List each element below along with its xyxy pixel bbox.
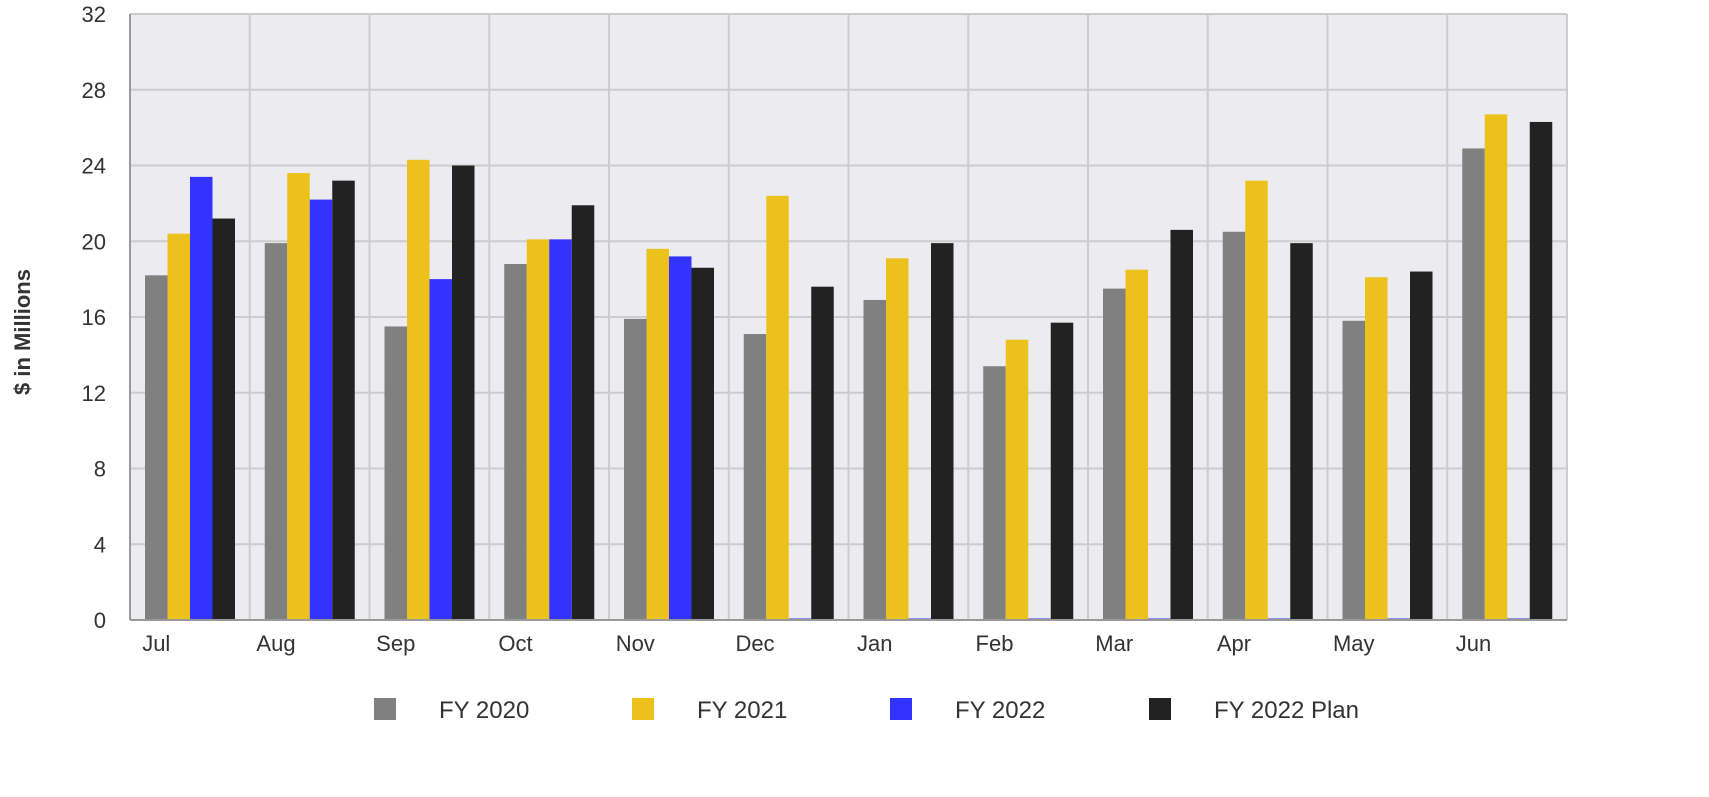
bar <box>1462 148 1485 621</box>
legend-label: FY 2020 <box>439 697 529 724</box>
y-tick-label: 4 <box>94 532 106 557</box>
x-tick-label: Apr <box>1217 631 1251 656</box>
bar <box>429 279 452 620</box>
legend: FY 2020 FY 2021 FY 2022 FY 2022 Plan <box>374 697 1359 724</box>
x-tick-label: Jul <box>142 631 170 656</box>
bar <box>287 173 310 620</box>
y-axis-label: $ in Millions <box>10 269 35 395</box>
bar <box>811 286 834 620</box>
y-tick-label: 0 <box>94 608 106 633</box>
bar <box>1222 231 1246 620</box>
legend-label: FY 2022 Plan <box>1214 697 1359 724</box>
x-tick-label: Aug <box>256 631 295 656</box>
x-tick-label: Dec <box>735 631 774 656</box>
bar <box>407 159 430 620</box>
x-tick-label: Nov <box>616 631 655 656</box>
bar <box>1365 277 1388 620</box>
bar <box>1005 339 1029 620</box>
bar <box>1125 269 1148 620</box>
bar <box>384 326 407 620</box>
y-tick-label: 28 <box>82 78 106 103</box>
bar <box>863 299 886 620</box>
x-tick-label: Mar <box>1095 631 1133 656</box>
legend-swatch <box>890 698 912 720</box>
legend-swatch <box>1149 698 1171 720</box>
x-tick-label: Jan <box>857 631 892 656</box>
legend-item: FY 2020 <box>374 697 529 724</box>
bar <box>669 256 692 620</box>
bar <box>190 176 213 621</box>
bar <box>1410 271 1433 620</box>
y-tick-label: 12 <box>82 381 106 406</box>
legend-swatch <box>374 698 396 720</box>
bar <box>1529 121 1553 620</box>
bar <box>526 239 550 620</box>
bars <box>145 114 1553 621</box>
bar <box>931 243 954 621</box>
legend-item: FY 2022 <box>890 697 1045 724</box>
x-tick-label: May <box>1333 631 1375 656</box>
x-tick-label: Oct <box>498 631 532 656</box>
y-tick-label: 16 <box>82 305 106 330</box>
bar <box>1170 229 1193 620</box>
bar <box>766 195 789 621</box>
y-tick-label: 32 <box>82 2 106 27</box>
x-tick-label: Sep <box>376 631 415 656</box>
bar <box>646 248 669 620</box>
bar <box>309 199 333 620</box>
y-tick-label: 24 <box>82 154 106 179</box>
bar <box>504 263 527 620</box>
bar <box>1245 180 1268 620</box>
bar <box>1050 322 1074 620</box>
bar <box>571 205 595 621</box>
bar <box>167 233 190 621</box>
x-tick-label: Feb <box>976 631 1014 656</box>
bar <box>264 243 288 621</box>
bar <box>743 334 767 620</box>
bar <box>983 366 1006 620</box>
legend-label: FY 2022 <box>955 697 1045 724</box>
bar <box>1103 288 1126 620</box>
legend-item: FY 2022 Plan <box>1149 697 1359 724</box>
bar <box>624 318 647 620</box>
legend-swatch <box>632 698 654 720</box>
bar <box>332 180 355 620</box>
bar <box>886 258 909 620</box>
legend-label: FY 2021 <box>697 697 787 724</box>
axes <box>129 14 1567 621</box>
bar <box>145 275 168 620</box>
bar <box>452 165 475 620</box>
y-tick-label: 20 <box>82 229 106 254</box>
bar <box>212 218 235 620</box>
bar <box>549 239 572 620</box>
x-tick-label: Jun <box>1456 631 1491 656</box>
bar <box>691 267 714 620</box>
x-axis-ticks: Jul Aug Sep Oct Nov Dec Jan Feb Mar Apr May Jun <box>142 631 1491 656</box>
bar <box>1342 320 1365 620</box>
y-axis-ticks: 0 4 8 12 16 20 24 28 32 <box>82 2 106 633</box>
bar <box>1290 243 1313 621</box>
bar <box>1484 114 1508 621</box>
y-tick-label: 8 <box>94 457 106 482</box>
legend-item: FY 2021 <box>632 697 787 724</box>
